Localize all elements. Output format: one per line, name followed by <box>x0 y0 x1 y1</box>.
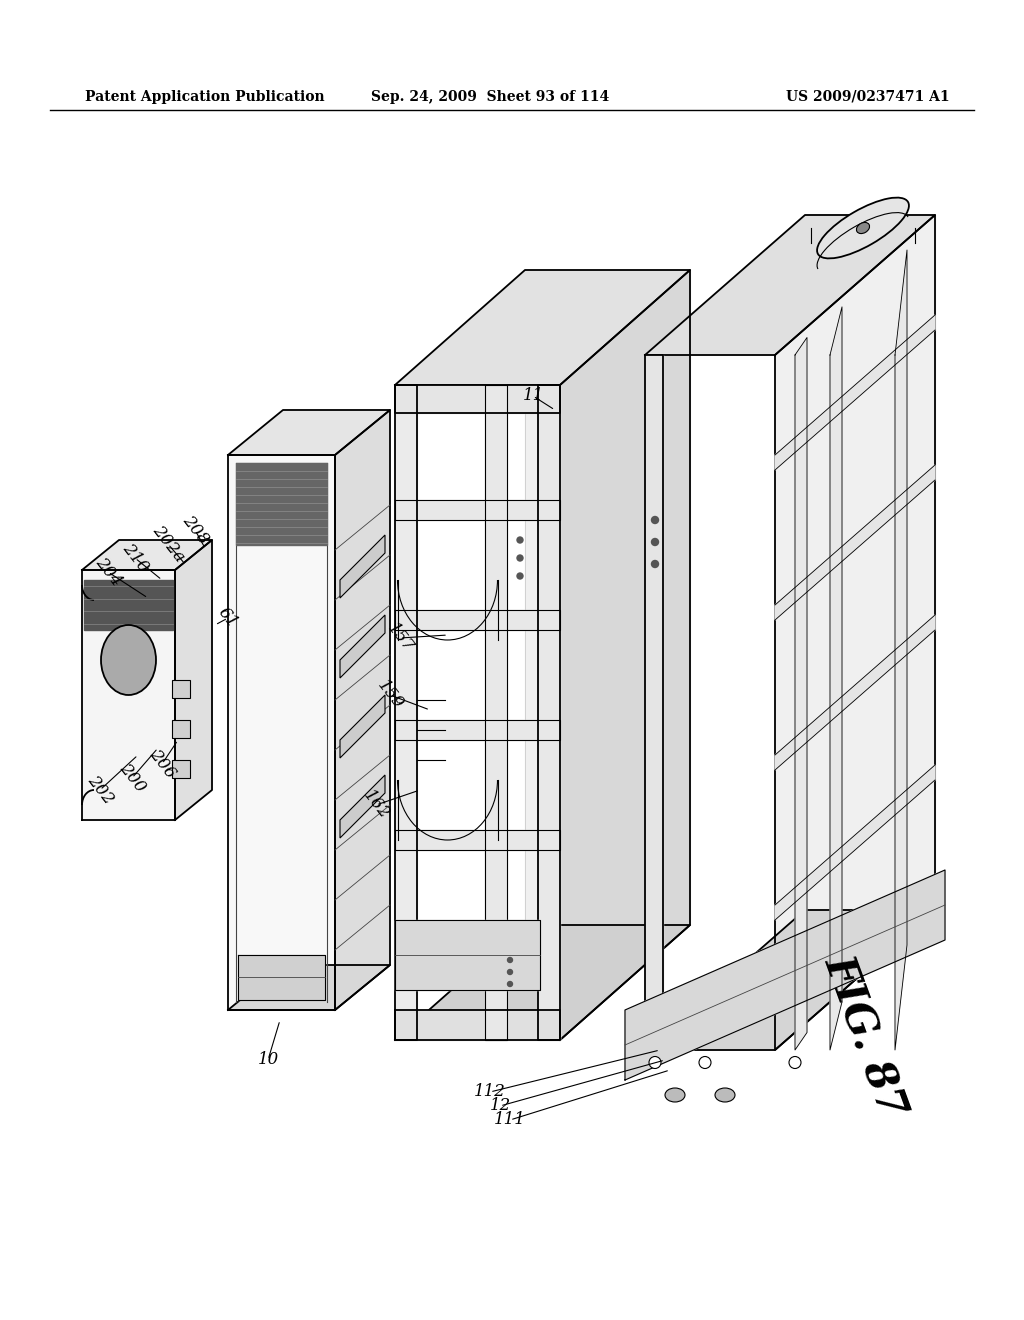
Polygon shape <box>625 870 945 1080</box>
Polygon shape <box>645 215 935 355</box>
Polygon shape <box>775 215 935 1049</box>
Text: 10: 10 <box>257 1052 279 1068</box>
Text: 200: 200 <box>116 760 148 796</box>
Polygon shape <box>395 500 560 520</box>
Text: 157: 157 <box>384 620 417 656</box>
Polygon shape <box>228 455 335 1010</box>
Text: 202: 202 <box>84 772 117 808</box>
Circle shape <box>651 516 658 524</box>
Text: 208: 208 <box>178 512 212 548</box>
Text: Patent Application Publication: Patent Application Publication <box>85 90 325 104</box>
Polygon shape <box>395 271 690 385</box>
Circle shape <box>699 1056 711 1068</box>
Circle shape <box>651 539 658 545</box>
Polygon shape <box>395 719 560 741</box>
Text: Sep. 24, 2009  Sheet 93 of 114: Sep. 24, 2009 Sheet 93 of 114 <box>371 90 609 104</box>
Text: US 2009/0237471 A1: US 2009/0237471 A1 <box>786 90 950 104</box>
Polygon shape <box>395 1010 560 1040</box>
Text: 12: 12 <box>489 1097 511 1114</box>
Circle shape <box>517 554 523 561</box>
Polygon shape <box>538 385 560 1040</box>
Polygon shape <box>228 411 390 455</box>
Polygon shape <box>775 766 935 920</box>
Polygon shape <box>525 271 690 925</box>
Polygon shape <box>775 315 935 470</box>
Polygon shape <box>236 463 327 545</box>
Polygon shape <box>395 385 417 1040</box>
Ellipse shape <box>817 198 909 259</box>
Polygon shape <box>395 830 560 850</box>
Circle shape <box>790 1056 801 1068</box>
Circle shape <box>517 537 523 543</box>
Circle shape <box>651 561 658 568</box>
Ellipse shape <box>856 223 869 234</box>
Polygon shape <box>895 249 907 1049</box>
Polygon shape <box>485 385 507 1040</box>
Circle shape <box>517 573 523 579</box>
Text: 162: 162 <box>359 787 392 822</box>
Polygon shape <box>645 355 663 1049</box>
Polygon shape <box>340 775 385 838</box>
Polygon shape <box>84 579 173 630</box>
Circle shape <box>508 969 512 974</box>
Polygon shape <box>775 465 935 620</box>
Ellipse shape <box>665 1088 685 1102</box>
Polygon shape <box>805 215 935 909</box>
Polygon shape <box>335 411 390 1010</box>
Circle shape <box>508 957 512 962</box>
Polygon shape <box>395 610 560 630</box>
Bar <box>172 760 190 777</box>
Text: 204: 204 <box>91 554 125 590</box>
Ellipse shape <box>101 624 156 696</box>
Polygon shape <box>560 271 690 1040</box>
Polygon shape <box>340 535 385 598</box>
Text: 159: 159 <box>374 677 407 713</box>
Text: 61: 61 <box>215 605 242 631</box>
Polygon shape <box>645 909 935 1049</box>
Ellipse shape <box>715 1088 735 1102</box>
Polygon shape <box>228 965 390 1010</box>
Polygon shape <box>175 540 212 820</box>
Polygon shape <box>395 385 560 413</box>
Polygon shape <box>795 338 807 1049</box>
Polygon shape <box>775 615 935 770</box>
Polygon shape <box>395 920 540 990</box>
Polygon shape <box>82 540 212 570</box>
Text: FIG. 87: FIG. 87 <box>816 949 914 1123</box>
Polygon shape <box>340 696 385 758</box>
Text: 210: 210 <box>119 540 152 576</box>
Bar <box>172 680 190 698</box>
Text: 11: 11 <box>522 388 544 404</box>
Polygon shape <box>238 954 325 1001</box>
Text: 111: 111 <box>494 1111 526 1129</box>
Text: 112: 112 <box>474 1084 506 1101</box>
Text: 206: 206 <box>145 746 178 781</box>
Polygon shape <box>395 925 690 1040</box>
Circle shape <box>649 1056 662 1068</box>
Bar <box>172 719 190 738</box>
Text: 202a: 202a <box>148 523 187 566</box>
Polygon shape <box>830 306 842 1049</box>
Polygon shape <box>82 570 175 820</box>
Circle shape <box>508 982 512 986</box>
Polygon shape <box>340 615 385 678</box>
